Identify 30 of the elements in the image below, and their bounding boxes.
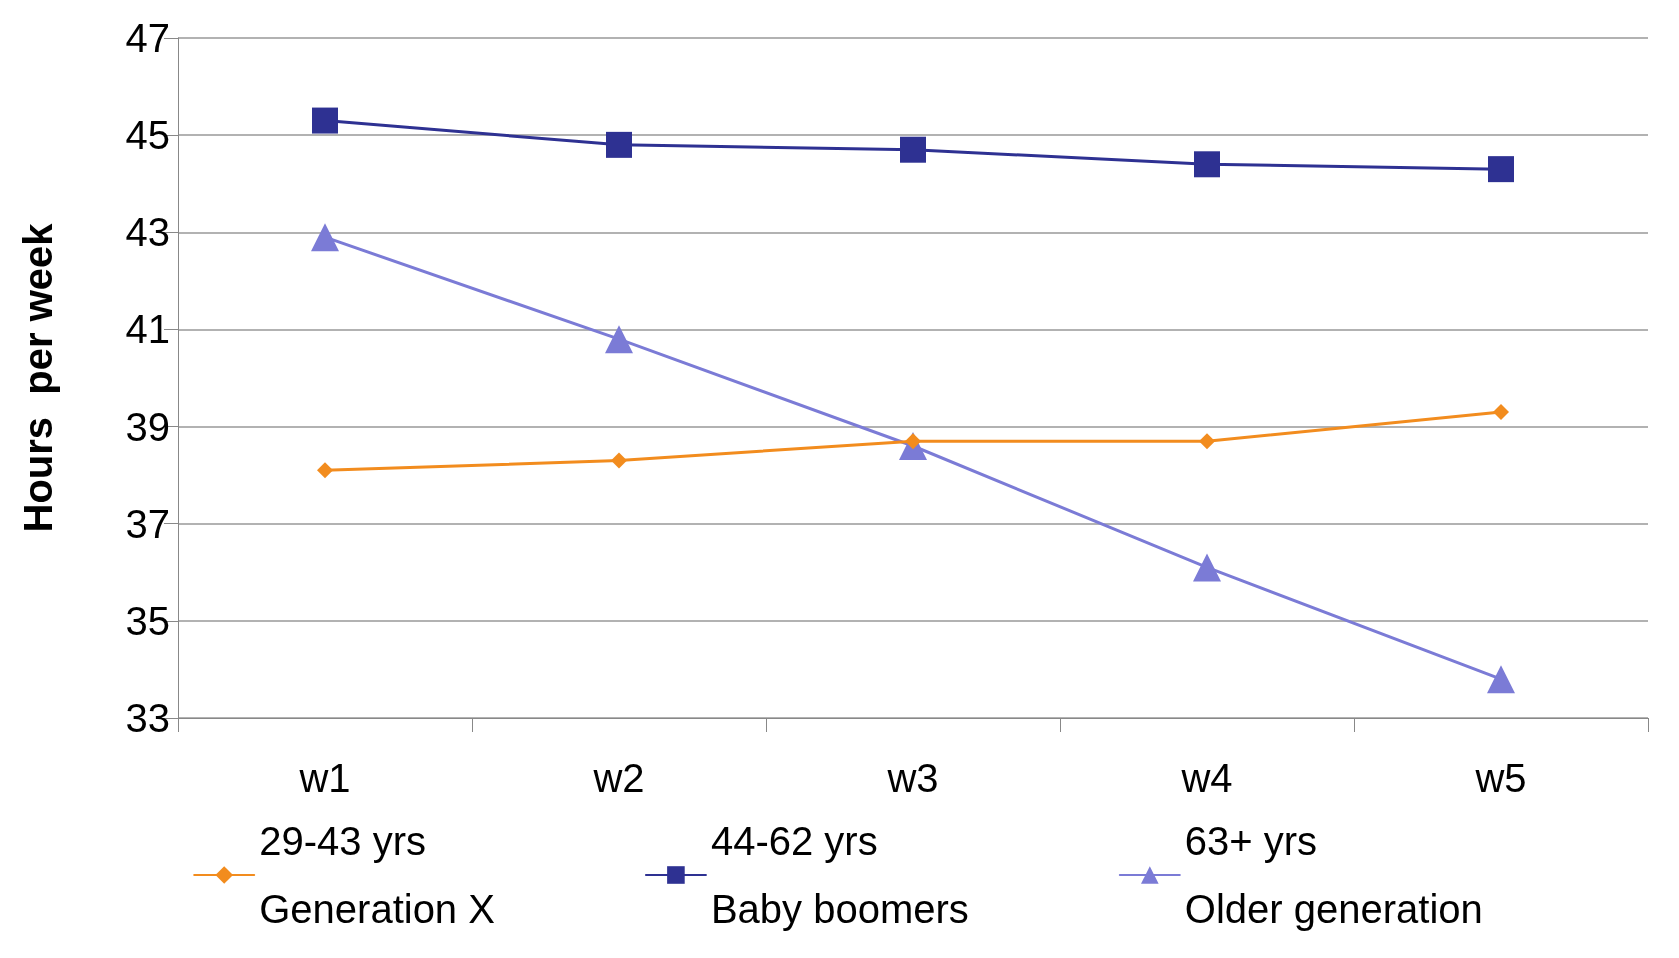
y-tick-label: 45 (125, 113, 170, 158)
y-tick-label: 43 (125, 210, 170, 255)
point (1487, 665, 1515, 694)
y-tick-label: 47 (125, 16, 170, 60)
y-tick-label: 33 (125, 696, 170, 740)
point (1193, 553, 1221, 582)
point (611, 452, 627, 469)
point (605, 325, 633, 354)
legend-label: 44-62 yrs Baby boomers (710, 819, 969, 931)
x-tick-label: w5 (1474, 756, 1527, 800)
point (1194, 151, 1220, 178)
y-tick-label: 41 (125, 307, 170, 352)
x-tick-label: w2 (592, 756, 645, 800)
x-tick-label: w1 (298, 756, 351, 800)
y-tick-label: 37 (125, 501, 170, 546)
legend-label: 29-43 yrs Generation X (259, 819, 495, 931)
x-tick-label: w3 (886, 756, 939, 800)
point (311, 223, 339, 252)
point (1199, 433, 1215, 450)
point (317, 462, 333, 479)
y-axis-title: Hours per week (16, 222, 60, 533)
point (1493, 404, 1509, 420)
legend-label: 63+ yrs Older generation (1184, 819, 1483, 931)
point (606, 131, 632, 158)
y-tick-label: 35 (125, 598, 170, 643)
point (900, 136, 926, 163)
point (312, 107, 338, 134)
point (1488, 156, 1514, 183)
y-tick-label: 39 (125, 404, 170, 449)
x-tick-label: w4 (1180, 756, 1233, 800)
